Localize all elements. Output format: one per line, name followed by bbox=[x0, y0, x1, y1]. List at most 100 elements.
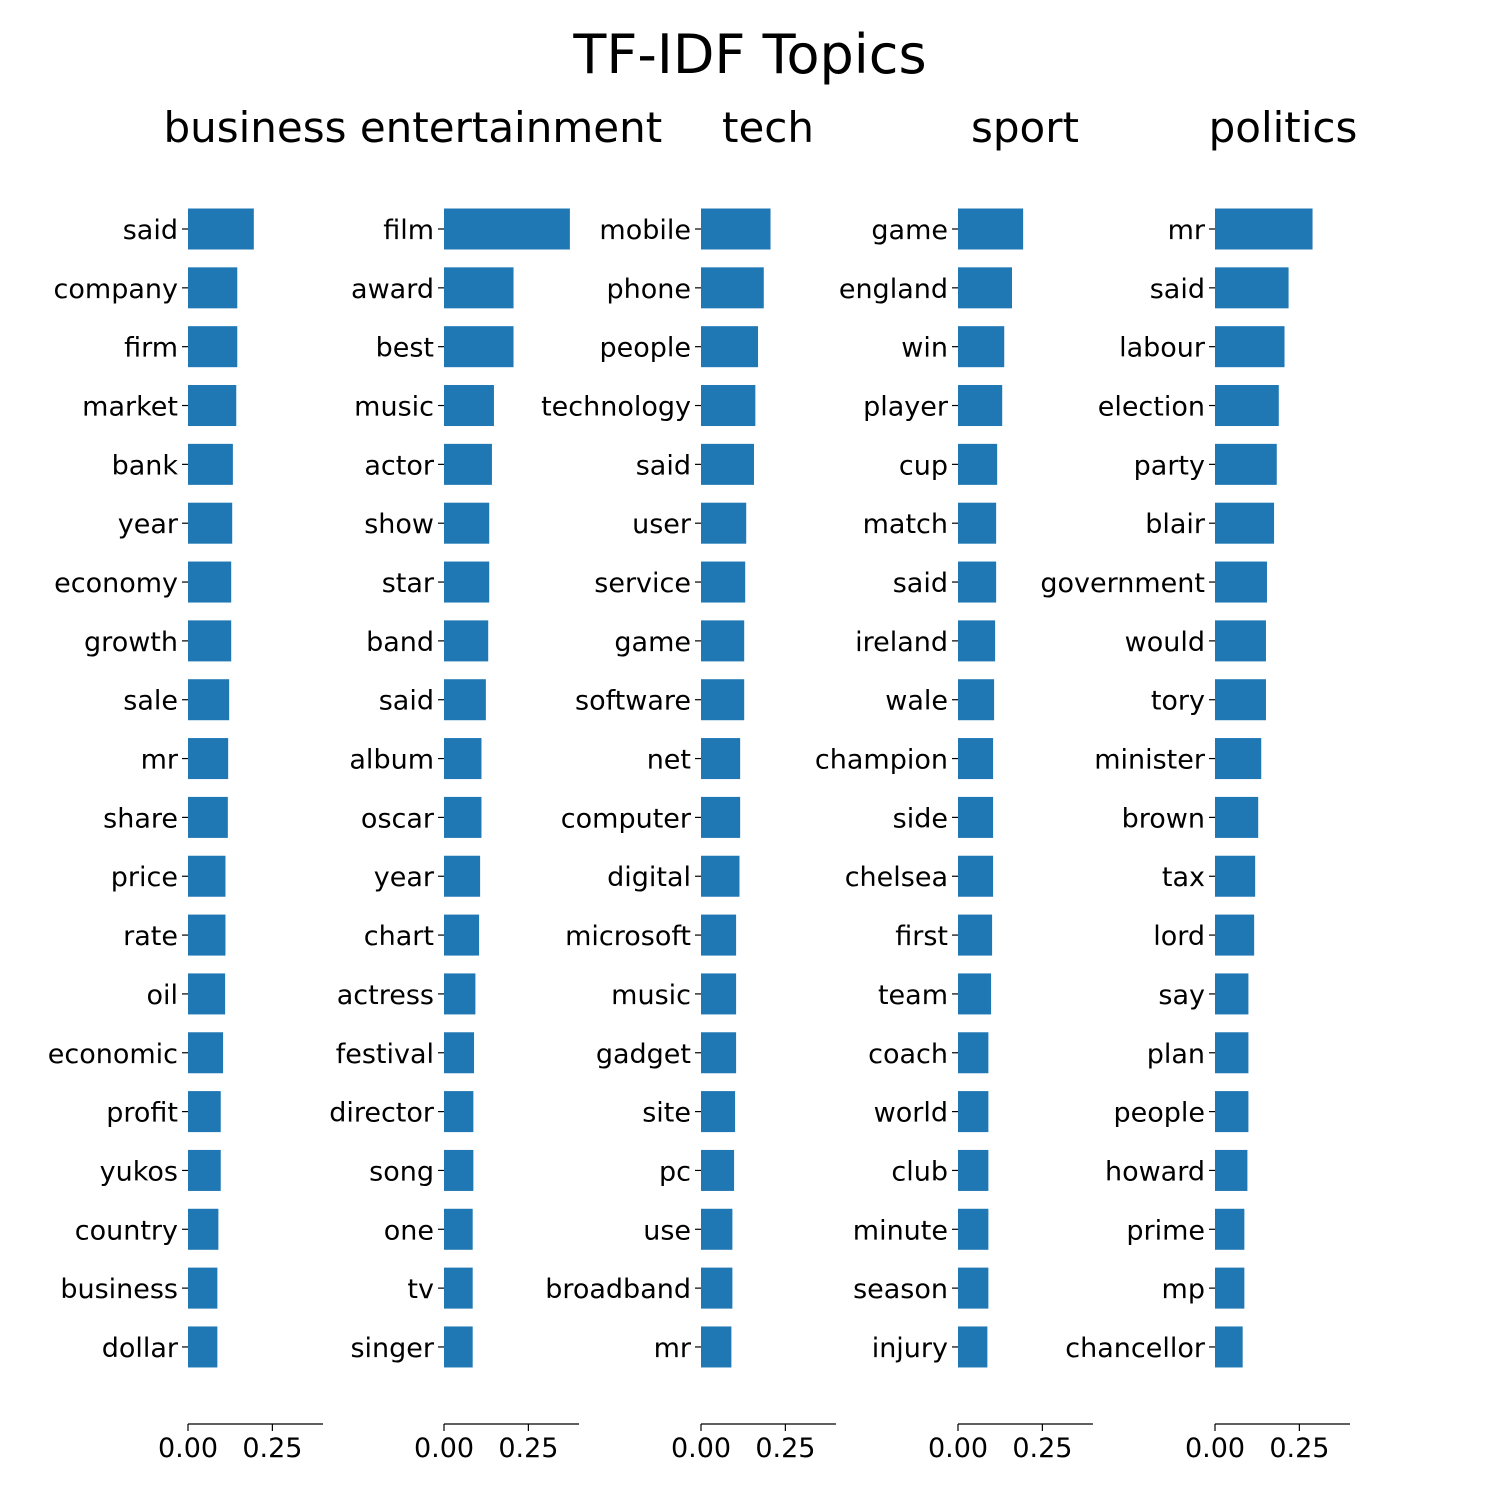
figure-title: TF-IDF Topics bbox=[572, 23, 926, 86]
bar bbox=[701, 267, 764, 309]
bar bbox=[444, 1032, 475, 1074]
bar bbox=[444, 502, 490, 544]
bar bbox=[1215, 1267, 1245, 1309]
bar bbox=[188, 208, 254, 250]
bar bbox=[188, 1208, 219, 1250]
bar bbox=[188, 1267, 218, 1309]
bar bbox=[701, 326, 759, 368]
bar bbox=[444, 267, 514, 309]
category-label: chelsea bbox=[845, 862, 948, 893]
category-label: sale bbox=[123, 686, 178, 717]
category-label: band bbox=[366, 627, 434, 658]
category-label: mobile bbox=[599, 215, 691, 246]
category-label: growth bbox=[84, 627, 178, 658]
bar bbox=[958, 1267, 989, 1309]
category-label: season bbox=[853, 1274, 948, 1305]
bar bbox=[958, 1208, 989, 1250]
bar bbox=[701, 620, 745, 662]
category-label: rate bbox=[123, 921, 178, 952]
category-label: minister bbox=[1094, 745, 1206, 776]
bar bbox=[701, 1149, 735, 1191]
category-label: tax bbox=[1162, 862, 1205, 893]
category-label: said bbox=[1150, 274, 1205, 305]
bar bbox=[444, 326, 514, 368]
category-label: use bbox=[643, 1215, 691, 1246]
bar bbox=[958, 679, 995, 721]
bar bbox=[1215, 855, 1256, 897]
x-tick-label: 0.25 bbox=[498, 1433, 558, 1464]
category-label: award bbox=[351, 274, 434, 305]
panel-entertainment: entertainment film award best music actor show… bbox=[329, 103, 662, 1464]
bar bbox=[188, 385, 237, 427]
bar bbox=[444, 855, 481, 897]
bar bbox=[188, 914, 226, 956]
category-label: album bbox=[349, 745, 434, 776]
category-label: song bbox=[369, 1156, 434, 1187]
category-label: election bbox=[1098, 392, 1205, 423]
category-label: oscar bbox=[361, 803, 435, 834]
bar bbox=[701, 385, 756, 427]
bar bbox=[188, 973, 226, 1015]
bar bbox=[958, 1326, 988, 1368]
bar bbox=[188, 1091, 221, 1133]
category-label: said bbox=[893, 568, 948, 599]
bar bbox=[444, 1208, 473, 1250]
category-label: actress bbox=[337, 980, 434, 1011]
category-label: economy bbox=[54, 568, 178, 599]
panel-title: politics bbox=[1209, 103, 1358, 152]
bar bbox=[701, 738, 741, 780]
category-label: world bbox=[874, 1098, 948, 1129]
category-label: market bbox=[82, 392, 178, 423]
bar bbox=[701, 1032, 737, 1074]
bar bbox=[958, 502, 997, 544]
x-tick-label: 0.00 bbox=[928, 1433, 988, 1464]
category-label: site bbox=[642, 1098, 691, 1129]
bar bbox=[1215, 914, 1255, 956]
category-label: user bbox=[632, 509, 692, 540]
bar bbox=[1215, 1149, 1248, 1191]
category-label: team bbox=[878, 980, 948, 1011]
bar bbox=[958, 796, 994, 838]
category-label: business bbox=[60, 1274, 178, 1305]
category-label: gadget bbox=[596, 1039, 691, 1070]
bar bbox=[1215, 502, 1275, 544]
panel-politics: politics mr said labour election party blair go… bbox=[1040, 103, 1357, 1464]
bar bbox=[701, 561, 746, 603]
bar bbox=[1215, 796, 1259, 838]
bar bbox=[188, 502, 233, 544]
panel-tech: tech mobile phone people technology said user s… bbox=[541, 103, 836, 1464]
bar bbox=[1215, 326, 1285, 368]
bar bbox=[1215, 385, 1279, 427]
category-label: mr bbox=[141, 745, 179, 776]
category-label: win bbox=[901, 333, 948, 364]
bar bbox=[958, 1149, 989, 1191]
category-label: cup bbox=[899, 450, 948, 481]
bar bbox=[444, 208, 570, 250]
bar bbox=[444, 1326, 473, 1368]
x-tick-label: 0.00 bbox=[1185, 1433, 1245, 1464]
category-label: music bbox=[611, 980, 691, 1011]
category-label: labour bbox=[1119, 333, 1206, 364]
bar bbox=[958, 914, 993, 956]
bar bbox=[1215, 1208, 1245, 1250]
category-label: blair bbox=[1145, 509, 1206, 540]
category-label: plan bbox=[1147, 1039, 1205, 1070]
category-label: net bbox=[647, 745, 691, 776]
category-label: lord bbox=[1153, 921, 1205, 952]
bar bbox=[701, 973, 737, 1015]
category-label: best bbox=[376, 333, 434, 364]
bar bbox=[701, 914, 737, 956]
bar bbox=[444, 385, 494, 427]
category-label: mr bbox=[654, 1333, 692, 1364]
category-label: first bbox=[895, 921, 948, 952]
x-tick-label: 0.25 bbox=[755, 1433, 815, 1464]
category-label: people bbox=[1113, 1098, 1205, 1129]
panel-sport: sport game england win player cup match said ire… bbox=[815, 103, 1093, 1464]
category-label: singer bbox=[350, 1333, 434, 1364]
bar bbox=[958, 738, 994, 780]
bar bbox=[1215, 679, 1266, 721]
x-tick-label: 0.00 bbox=[158, 1433, 218, 1464]
bar bbox=[1215, 561, 1267, 603]
bar bbox=[1215, 620, 1266, 662]
bar bbox=[701, 1326, 732, 1368]
